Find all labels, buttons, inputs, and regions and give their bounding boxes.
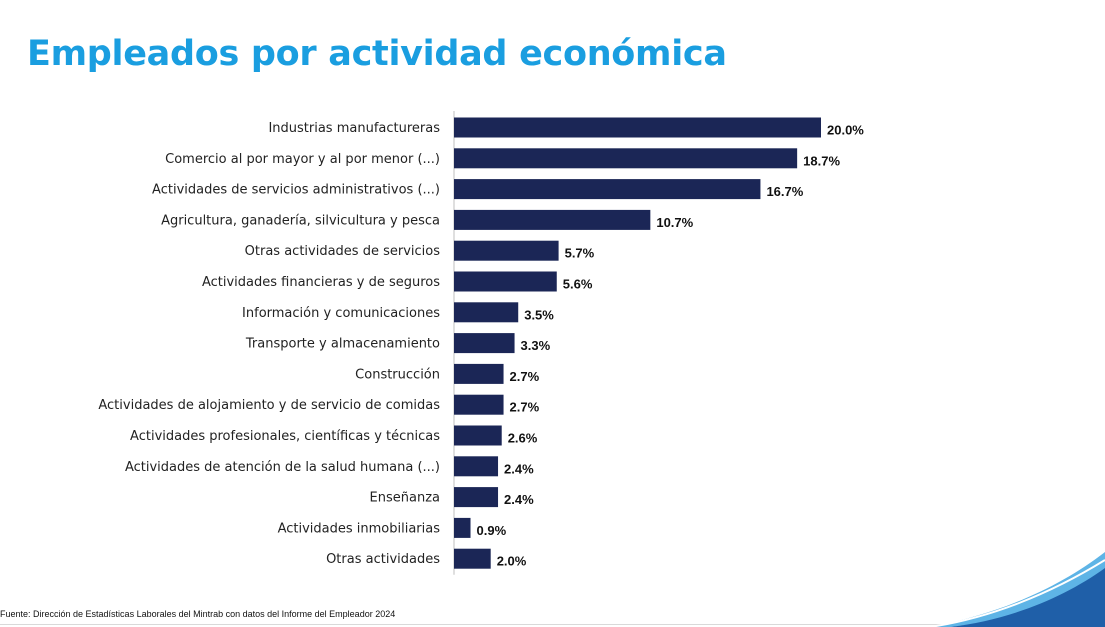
value-label: 5.7%	[565, 246, 595, 261]
bar	[454, 363, 504, 384]
value-label: 3.5%	[524, 307, 554, 322]
category-label: Actividades financieras y de seguros	[202, 275, 440, 290]
value-label: 5.6%	[563, 277, 593, 292]
bar	[454, 179, 761, 200]
category-label: Información y comunicaciones	[242, 306, 440, 321]
category-label: Comercio al por mayor y al por menor (..…	[165, 152, 440, 167]
source-note: Fuente: Dirección de Estadísticas Labora…	[0, 609, 396, 619]
corner-swoosh-decoration	[930, 552, 1105, 627]
bar	[454, 271, 557, 292]
bar	[454, 394, 504, 415]
bottom-divider	[0, 624, 1105, 625]
value-label: 16.7%	[766, 184, 803, 199]
bar	[454, 209, 651, 230]
value-label: 0.9%	[477, 523, 507, 538]
category-label: Otras actividades	[326, 552, 440, 567]
value-label: 2.7%	[510, 400, 540, 415]
category-label: Enseñanza	[370, 491, 440, 506]
bar	[454, 302, 519, 323]
bar	[454, 117, 821, 138]
swoosh-highlight	[930, 559, 1105, 627]
value-label: 2.7%	[510, 369, 540, 384]
category-label: Otras actividades de servicios	[245, 244, 441, 259]
bar	[454, 148, 798, 169]
bar	[454, 487, 499, 508]
category-label: Actividades inmobiliarias	[278, 521, 441, 536]
bar	[454, 425, 502, 446]
category-label: Transporte y almacenamiento	[245, 337, 440, 352]
value-label: 2.4%	[504, 492, 534, 507]
value-label: 20.0%	[827, 123, 864, 138]
bar	[454, 240, 559, 261]
value-label: 3.3%	[521, 338, 551, 353]
category-label: Construcción	[355, 367, 440, 382]
bar	[454, 548, 491, 569]
value-label: 10.7%	[656, 215, 693, 230]
category-label: Actividades de alojamiento y de servicio…	[98, 398, 440, 413]
category-label: Agricultura, ganadería, silvicultura y p…	[161, 213, 440, 228]
page-title: Empleados por actividad económica	[27, 34, 727, 74]
value-label: 2.0%	[497, 554, 527, 569]
value-label: 2.4%	[504, 461, 534, 476]
category-label: Industrias manufactureras	[268, 121, 440, 136]
bar-chart: Industrias manufactureras 20.0% Comercio a…	[98, 111, 864, 575]
bar	[454, 456, 499, 477]
category-label: Actividades de servicios administrativos…	[152, 183, 440, 198]
swoosh-light-band	[930, 552, 1105, 627]
bar	[454, 333, 515, 354]
swoosh-dark-band	[950, 568, 1105, 627]
value-label: 18.7%	[803, 153, 840, 168]
value-label: 2.6%	[508, 431, 538, 446]
bar	[454, 517, 471, 538]
category-label: Actividades profesionales, científicas y…	[130, 429, 440, 444]
category-label: Actividades de atención de la salud huma…	[125, 460, 440, 475]
